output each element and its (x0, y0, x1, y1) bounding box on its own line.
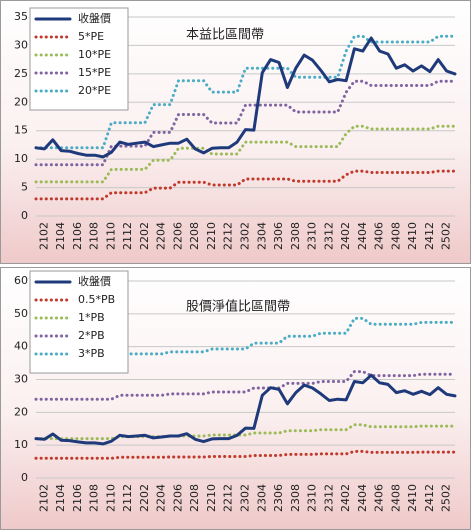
x-tick-label: 2304 (255, 222, 268, 250)
y-tick-label: 0 (21, 209, 28, 222)
legend-label: 0.5*PB (78, 293, 115, 306)
x-tick-label: 2102 (37, 484, 50, 512)
y-tick-label: 20 (14, 95, 28, 108)
x-tick-label: 2410 (406, 484, 419, 512)
x-tick-label: 2402 (339, 222, 352, 250)
x-tick-label: 2304 (255, 484, 268, 512)
price-line (34, 36, 457, 159)
y-tick-label: 30 (14, 38, 28, 51)
x-tick-label: 2410 (406, 222, 419, 250)
legend-label: 2*PB (78, 329, 105, 342)
x-tick-label: 2106 (71, 484, 84, 512)
x-tick-label: 2202 (138, 222, 151, 250)
legend-label: 20*PE (78, 84, 111, 97)
band-line (34, 79, 457, 167)
x-tick-label: 2108 (88, 484, 101, 512)
x-tick-label: 2408 (389, 222, 402, 250)
x-tick-label: 2212 (222, 484, 235, 512)
legend-label: 1*PB (78, 311, 105, 324)
x-tick-label: 2112 (121, 222, 134, 250)
x-tick-label: 2306 (272, 484, 285, 512)
x-tick-label: 2208 (188, 222, 201, 250)
x-tick-label: 2406 (373, 484, 386, 512)
x-tick-label: 2306 (272, 222, 285, 250)
x-tick-label: 2312 (322, 484, 335, 512)
band-line (34, 370, 457, 401)
x-tick-label: 2206 (171, 484, 184, 512)
x-tick-label: 2204 (155, 222, 168, 250)
x-tick-label: 2110 (104, 222, 117, 250)
x-tick-label: 2104 (54, 484, 67, 512)
x-tick-label: 2404 (356, 484, 369, 512)
x-tick-label: 2112 (121, 484, 134, 512)
y-tick-label: 60 (14, 274, 28, 287)
y-tick-label: 10 (14, 438, 28, 451)
band-line (34, 423, 457, 441)
x-tick-label: 2208 (188, 484, 201, 512)
y-tick-label: 20 (14, 405, 28, 418)
x-tick-label: 2302 (239, 484, 252, 512)
x-tick-label: 2206 (171, 222, 184, 250)
x-tick-label: 2402 (339, 484, 352, 512)
legend-box (29, 270, 129, 374)
x-tick-label: 2408 (389, 484, 402, 512)
chart-title: 股價淨值比區間帶 (186, 299, 290, 315)
legend-label: 15*PE (78, 66, 111, 79)
y-tick-label: 30 (14, 373, 28, 386)
band-line (34, 316, 457, 362)
legend-label: 3*PB (78, 347, 105, 360)
x-tick-label: 2406 (373, 222, 386, 250)
x-tick-label: 2102 (37, 222, 50, 250)
x-tick-label: 2404 (356, 222, 369, 250)
y-tick-label: 10 (14, 152, 28, 165)
y-tick-label: 0 (21, 471, 28, 484)
x-tick-label: 2502 (440, 484, 453, 512)
x-tick-label: 2412 (423, 222, 436, 250)
x-tick-label: 2204 (155, 484, 168, 512)
x-tick-label: 2302 (239, 222, 252, 250)
x-tick-label: 2210 (205, 484, 218, 512)
x-tick-label: 2212 (222, 222, 235, 250)
x-tick-label: 2106 (71, 222, 84, 250)
legend-box (29, 7, 129, 111)
band-line (34, 124, 457, 184)
x-tick-label: 2110 (104, 484, 117, 512)
y-tick-label: 50 (14, 307, 28, 320)
x-tick-label: 2310 (306, 484, 319, 512)
x-tick-label: 2308 (289, 484, 302, 512)
legend-label: 5*PE (78, 30, 104, 43)
band-line (34, 34, 457, 150)
x-tick-label: 2210 (205, 222, 218, 250)
y-tick-label: 40 (14, 340, 28, 353)
x-tick-label: 2308 (289, 222, 302, 250)
legend-label: 10*PE (78, 48, 111, 61)
chart-title: 本益比區間帶 (186, 28, 264, 43)
x-tick-label: 2312 (322, 222, 335, 250)
y-tick-label: 35 (14, 10, 28, 23)
x-tick-label: 2108 (88, 222, 101, 250)
y-tick-label: 5 (21, 181, 28, 194)
band-line (34, 169, 457, 201)
y-tick-label: 15 (14, 124, 28, 137)
x-tick-label: 2502 (440, 222, 453, 250)
band-line (34, 449, 457, 460)
y-tick-label: 25 (14, 67, 28, 80)
x-tick-label: 2310 (306, 222, 319, 250)
x-tick-label: 2104 (54, 222, 67, 250)
x-tick-label: 2202 (138, 484, 151, 512)
legend-label: 收盤價 (78, 11, 111, 25)
x-tick-label: 2412 (423, 484, 436, 512)
legend-label: 收盤價 (78, 274, 111, 288)
price-line (34, 373, 457, 446)
